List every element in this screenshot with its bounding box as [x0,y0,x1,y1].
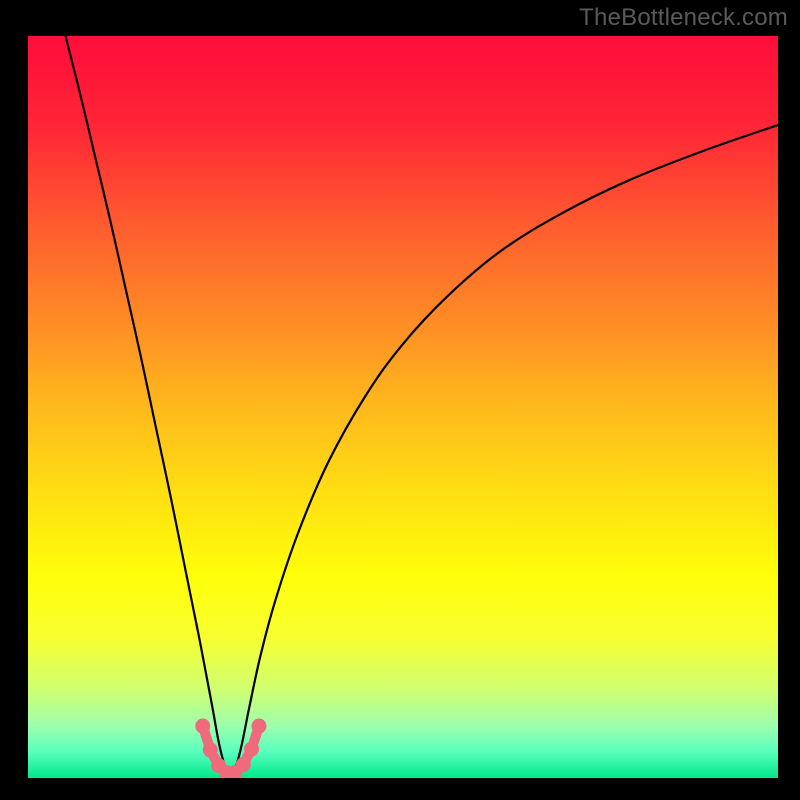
bottleneck-chart [0,0,800,800]
marker-dot [252,719,267,734]
plot-background [28,36,778,778]
chart-frame: TheBottleneck.com [0,0,800,800]
marker-dot [203,742,218,757]
watermark-text: TheBottleneck.com [579,4,788,32]
marker-dot [236,757,251,772]
marker-dot [244,742,259,757]
marker-dot [195,719,210,734]
